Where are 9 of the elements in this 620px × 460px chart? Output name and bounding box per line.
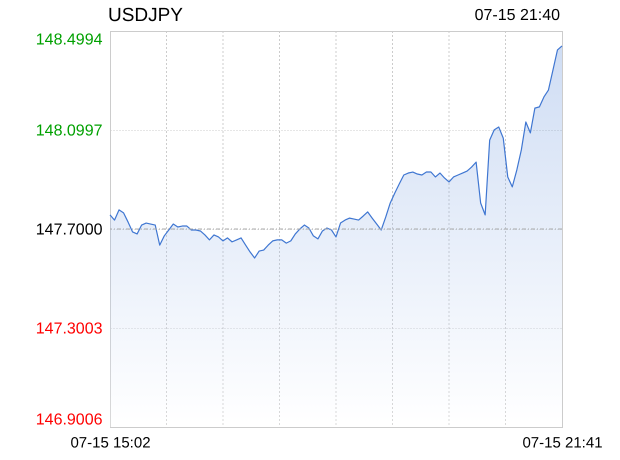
x-tick-label: 07-15 21:41 — [522, 434, 603, 452]
y-tick-label: 148.0997 — [36, 122, 103, 140]
y-tick-label: 146.9006 — [36, 412, 103, 428]
y-tick-label: 147.3003 — [36, 320, 103, 338]
y-tick-label: 147.7000 — [36, 222, 103, 238]
x-tick-label: 07-15 15:02 — [70, 434, 151, 452]
y-tick-label: 148.4994 — [36, 32, 103, 48]
text: 07-15 21:40 — [474, 7, 560, 24]
chart-title: USDJPY — [108, 5, 184, 26]
